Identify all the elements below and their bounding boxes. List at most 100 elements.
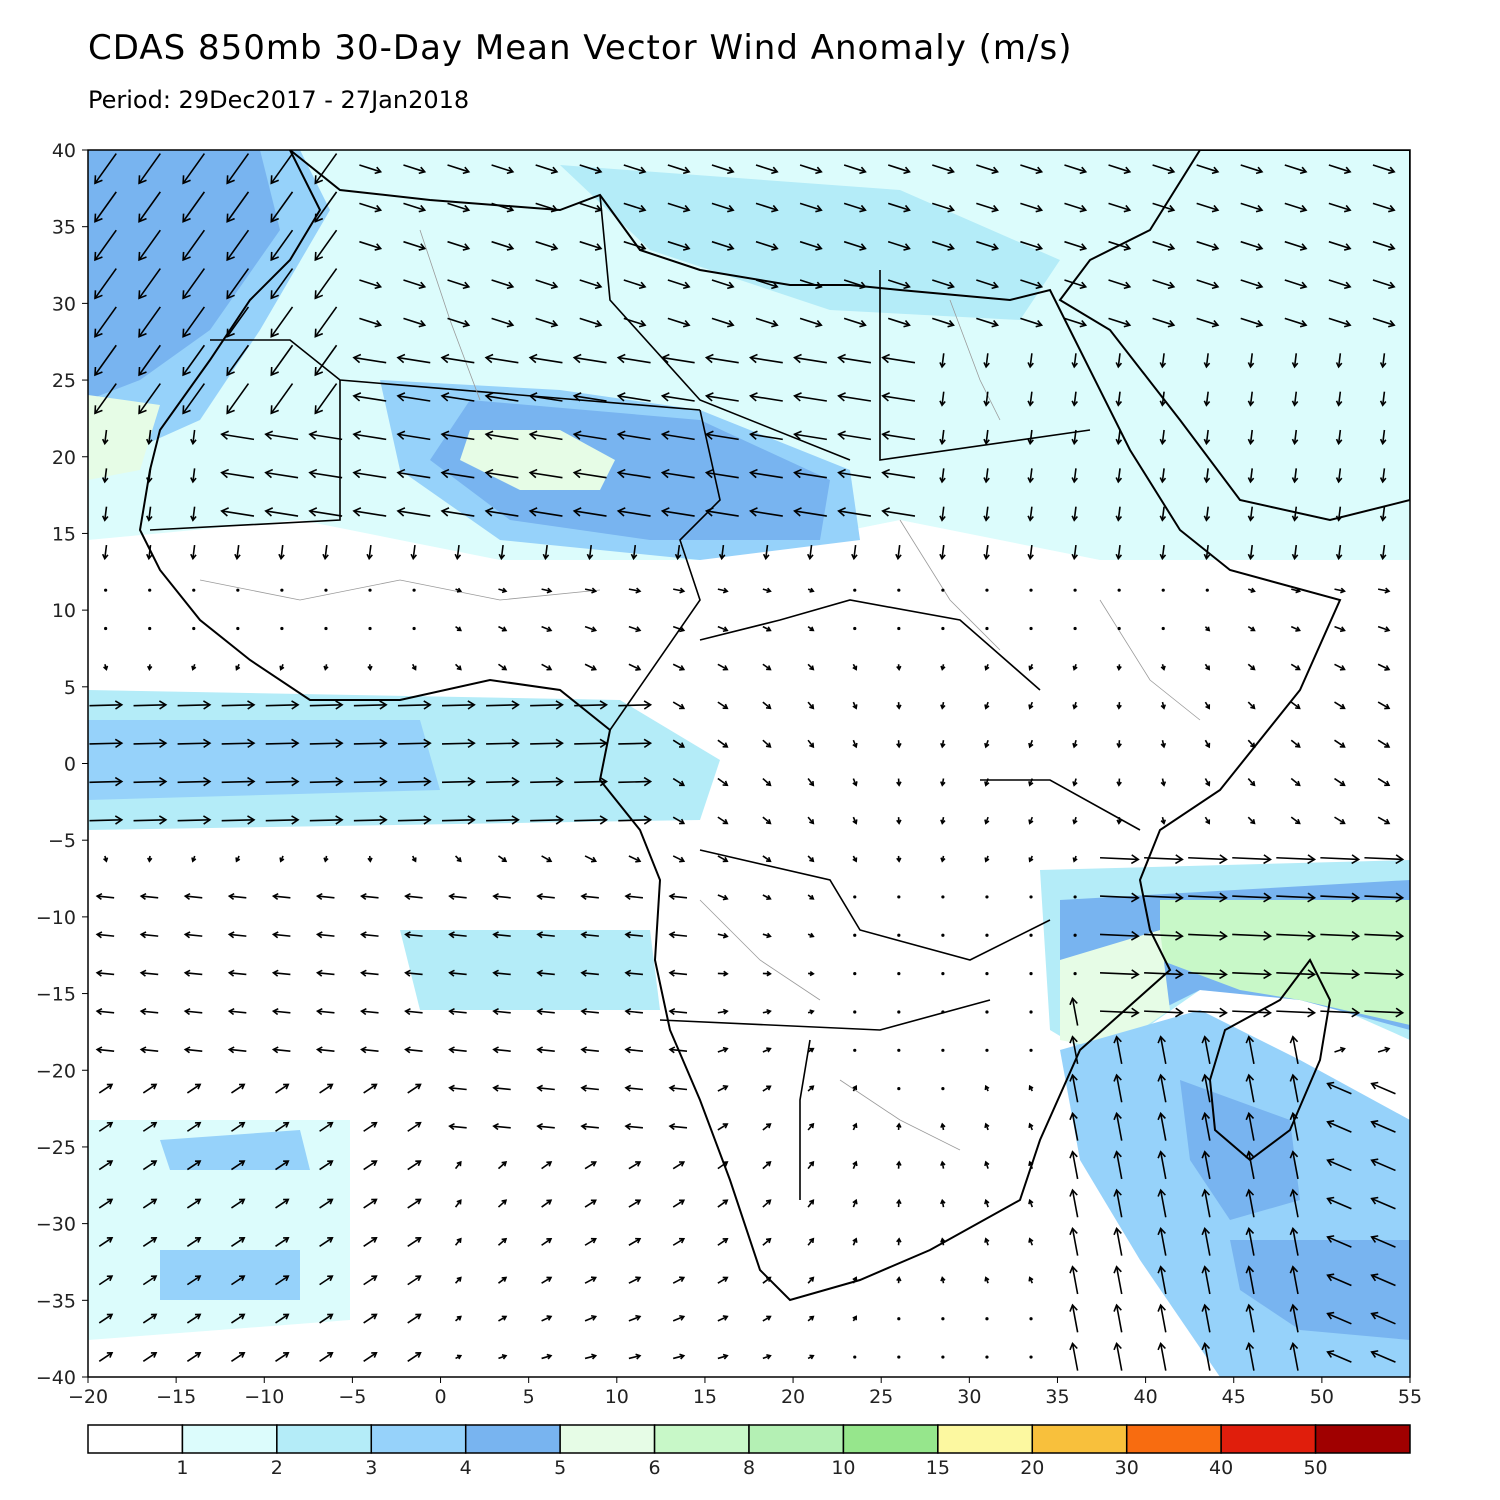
wind-arrow	[308, 468, 343, 479]
wind-arrow	[231, 1236, 246, 1247]
wind-arrow	[403, 279, 427, 290]
wind-arrow	[359, 164, 383, 175]
wind-arrow	[896, 1276, 902, 1284]
wind-arrow	[985, 626, 989, 631]
wind-arrow	[1245, 1188, 1255, 1218]
wind-arrow	[226, 153, 250, 185]
wind-arrow	[704, 507, 739, 517]
wind-arrow	[396, 507, 431, 517]
wind-arrow	[623, 164, 647, 175]
wind-arrow	[101, 506, 109, 522]
wind-arrow	[1144, 969, 1184, 980]
wind-arrow	[668, 1084, 688, 1092]
wind-arrow	[186, 1198, 202, 1209]
wind-arrow	[1276, 969, 1317, 980]
wind-arrow	[1377, 587, 1391, 594]
wind-arrow	[182, 306, 206, 338]
wind-arrow	[1157, 1341, 1167, 1371]
wind-arrow	[940, 1276, 946, 1284]
wind-arrow	[762, 1237, 772, 1246]
wind-arrow	[1113, 1303, 1123, 1333]
wind-arrow	[536, 931, 555, 939]
wind-arrow	[1157, 1188, 1167, 1218]
wind-arrow	[762, 855, 772, 863]
wind-arrow	[799, 317, 823, 328]
wind-arrow	[1276, 854, 1317, 865]
wind-arrow	[1291, 468, 1299, 484]
wind-arrow	[271, 931, 291, 939]
wind-arrow	[1069, 1111, 1079, 1141]
wind-arrow	[749, 392, 783, 402]
wind-arrow	[95, 1007, 115, 1016]
wind-arrow	[887, 202, 911, 213]
wind-arrow	[807, 816, 815, 825]
wind-arrow	[275, 1313, 290, 1324]
wind-arrow	[227, 931, 247, 939]
wind-arrow	[618, 815, 653, 825]
wind-arrow	[359, 279, 383, 290]
wind-arrow	[623, 240, 647, 251]
wind-arrow	[717, 1161, 729, 1170]
wind-arrow	[190, 544, 197, 561]
wind-arrow	[440, 430, 475, 441]
wind-arrow	[1326, 1273, 1352, 1287]
wind-arrow	[1116, 740, 1122, 749]
wind-arrow	[440, 507, 475, 517]
wind-arrow	[762, 1315, 772, 1322]
wind-arrow	[1144, 1007, 1184, 1018]
wind-arrow	[853, 588, 857, 592]
wind-arrow	[104, 626, 108, 631]
wind-arrow	[1290, 701, 1301, 710]
wind-arrow	[1029, 895, 1033, 899]
wind-arrow	[807, 1122, 815, 1131]
wind-arrow	[672, 663, 686, 671]
wind-arrow	[1326, 1158, 1352, 1172]
map-title: CDAS 850mb 30-Day Mean Vector Wind Anoma…	[88, 28, 1073, 68]
wind-arrow	[1115, 468, 1123, 484]
wind-arrow	[984, 1160, 990, 1169]
wind-arrow	[572, 392, 607, 402]
lat-tick-label: −15	[36, 984, 76, 1006]
wind-arrow	[138, 344, 161, 377]
wind-arrow	[363, 1198, 378, 1209]
wind-arrow	[1159, 429, 1167, 446]
wind-arrow	[1028, 1198, 1034, 1208]
wind-arrow	[1289, 1111, 1299, 1141]
wind-arrow	[1113, 1073, 1123, 1103]
wind-arrow	[853, 1010, 857, 1014]
wind-arrow	[359, 240, 383, 251]
wind-arrow	[1276, 892, 1317, 903]
wind-arrow	[403, 202, 427, 213]
wind-arrow	[1113, 1150, 1123, 1180]
wind-arrow	[486, 776, 520, 787]
wind-arrow	[618, 738, 653, 749]
wind-arrow	[718, 544, 726, 561]
wind-arrow	[984, 816, 990, 825]
wind-arrow	[939, 353, 946, 369]
wind-arrow	[1247, 468, 1255, 484]
wind-arrow	[672, 1199, 686, 1208]
wind-arrow	[807, 855, 815, 863]
wind-arrow	[793, 468, 827, 479]
wind-arrow	[807, 544, 814, 561]
wind-arrow	[412, 588, 416, 592]
wind-arrow	[190, 506, 197, 522]
wind-arrow	[497, 1199, 508, 1208]
wind-arrow	[271, 892, 291, 901]
wind-arrow	[1188, 930, 1228, 941]
wind-arrow	[668, 931, 688, 939]
wind-arrow	[103, 664, 109, 671]
wind-arrow	[454, 855, 462, 863]
wind-arrow	[1201, 1150, 1211, 1180]
wind-arrow	[226, 306, 250, 338]
wind-arrow	[579, 202, 603, 213]
wind-arrow	[667, 279, 691, 290]
wind-arrow	[528, 430, 563, 441]
colorbar-legend: 1 2 3 4 5 6 8 10 15 20 30 40 50	[87, 1424, 1411, 1479]
wind-arrow	[1108, 164, 1132, 175]
wind-arrow	[1157, 1111, 1167, 1141]
wind-arrow	[1196, 164, 1220, 175]
wind-arrow	[976, 317, 1000, 328]
lat-tick-label: 5	[64, 677, 76, 699]
wind-arrow	[1284, 202, 1308, 213]
